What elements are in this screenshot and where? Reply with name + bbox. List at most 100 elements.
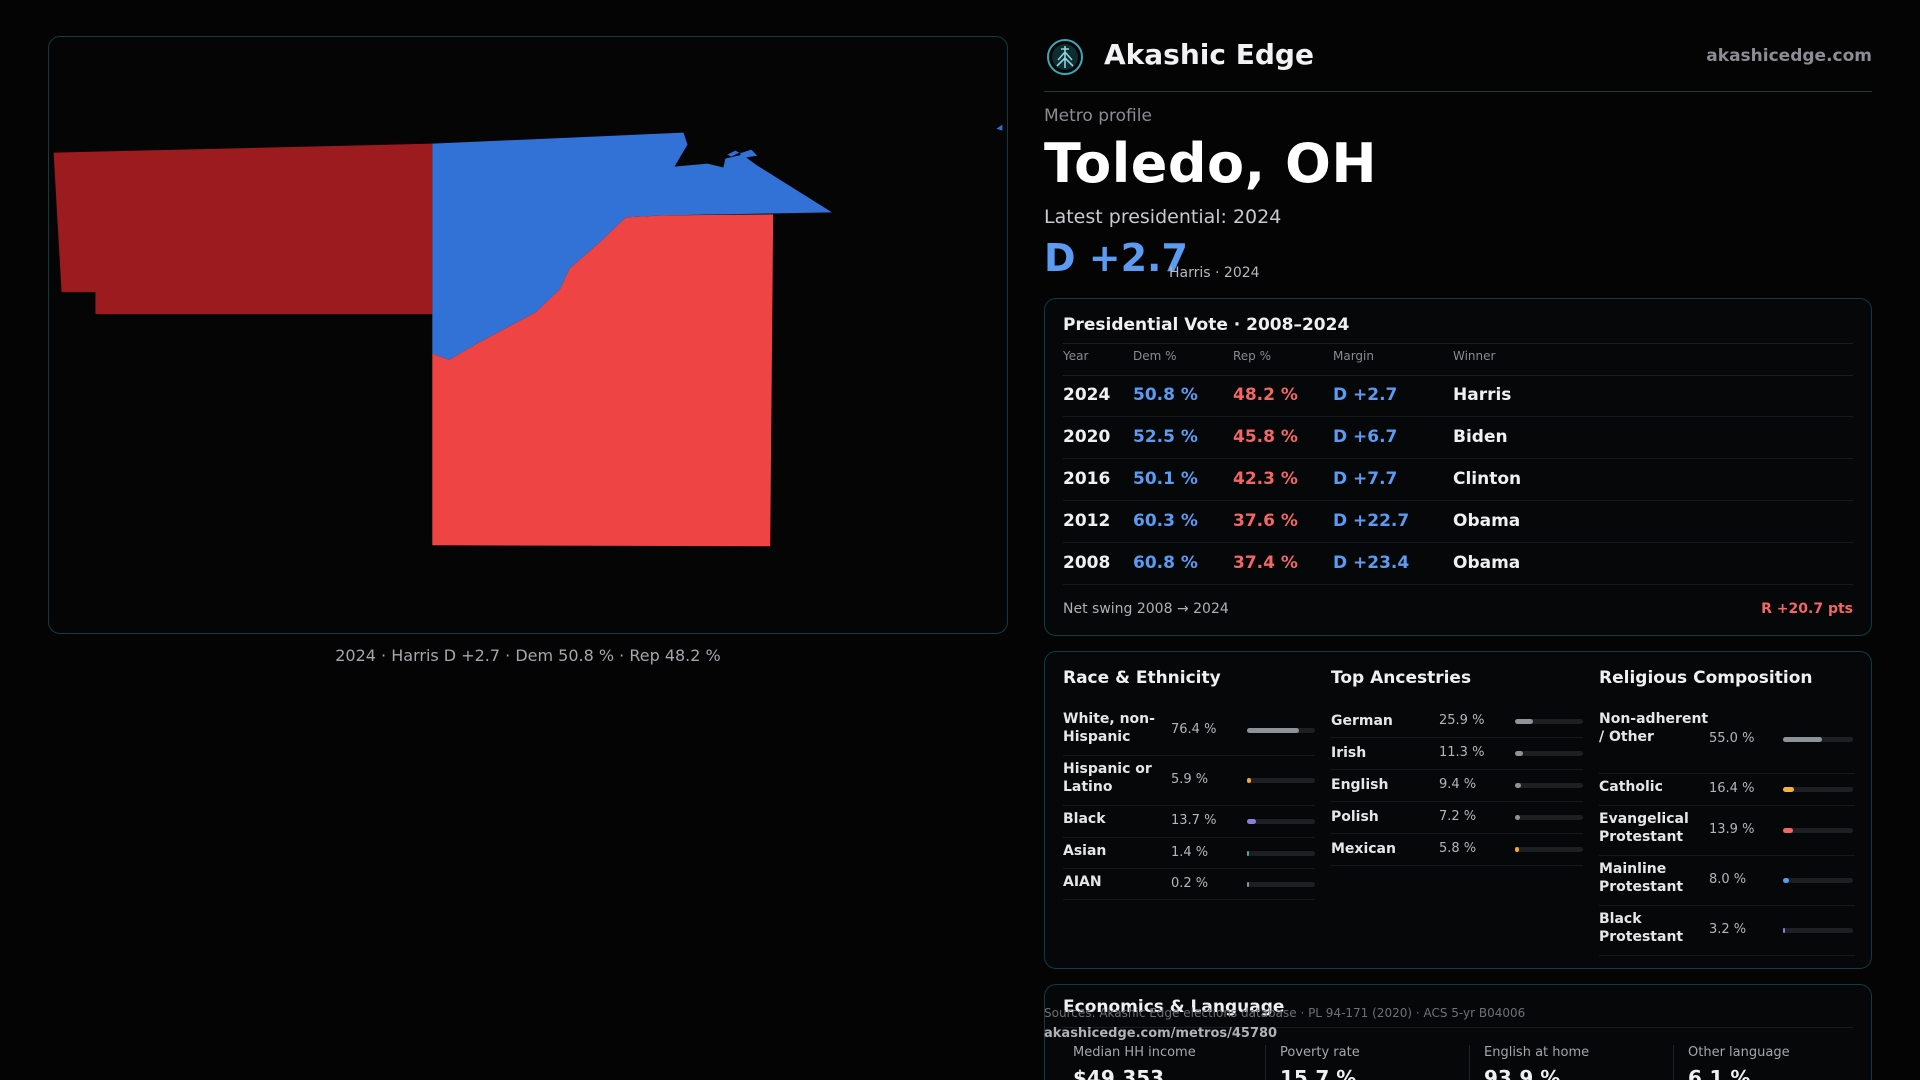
cell-winner: Biden: [1453, 427, 1508, 447]
list-item[interactable]: Catholic 16.4 %: [1599, 774, 1855, 806]
divider: [1063, 1027, 1853, 1028]
table-row[interactable]: 2008 60.8 % 37.4 % D +23.4 Obama: [1063, 543, 1853, 585]
percent-bar: [1247, 819, 1315, 824]
brand-name[interactable]: Akashic Edge: [1104, 38, 1314, 71]
cell-dem: 50.8 %: [1133, 385, 1198, 405]
ancestry-title: Top Ancestries: [1331, 668, 1472, 688]
page-eyebrow: Metro profile: [1044, 106, 1152, 126]
cell-winner: Clinton: [1453, 469, 1522, 489]
percent-bar-fill: [1247, 850, 1249, 856]
latest-margin-subtitle: Harris · 2024: [1169, 265, 1260, 281]
county-lucas[interactable]: [432, 132, 832, 360]
economics-card: Economics & Language Median HH income $4…: [1044, 984, 1872, 1080]
item-label: White, non-Hispanic: [1063, 711, 1155, 745]
item-label: AIAN: [1063, 874, 1102, 890]
site-link[interactable]: akashicedge.com: [1706, 46, 1872, 66]
county-fulton[interactable]: [53, 143, 433, 315]
item-value: 0.2 %: [1171, 875, 1209, 891]
col-header-year: Year: [1063, 349, 1089, 363]
county-lucas-island[interactable]: [727, 150, 740, 157]
percent-bar-fill: [1515, 783, 1522, 788]
table-row[interactable]: 2024 50.8 % 48.2 % D +2.7 Harris: [1063, 375, 1853, 417]
net-swing-label: Net swing 2008 → 2024: [1063, 601, 1229, 617]
cell-margin: D +22.7: [1333, 511, 1410, 531]
cell-winner: Obama: [1453, 553, 1521, 573]
table-row[interactable]: 2016 50.1 % 42.3 % D +7.7 Clinton: [1063, 459, 1853, 501]
cell-winner: Harris: [1453, 385, 1512, 405]
county-lucas-island[interactable]: [996, 124, 1003, 131]
list-item[interactable]: Hispanic or Latino 5.9 %: [1063, 756, 1315, 806]
list-item[interactable]: Evangelical Protestant 13.9 %: [1599, 806, 1855, 856]
item-label: Polish: [1331, 809, 1379, 825]
permalink[interactable]: akashicedge.com/metros/45780: [1044, 1026, 1278, 1041]
cell-dem: 50.1 %: [1133, 469, 1198, 489]
divider: [1063, 343, 1853, 344]
race-column: Race & Ethnicity White, non-Hispanic 76.4…: [1063, 652, 1315, 968]
percent-bar-fill: [1247, 778, 1251, 783]
cell-rep: 37.6 %: [1233, 511, 1298, 531]
cell-margin: D +6.7: [1333, 427, 1398, 447]
stat-label: Poverty rate: [1280, 1045, 1360, 1060]
divider: [1063, 375, 1853, 376]
ancestry-column: Top Ancestries German 25.9 % Irish 11.3 % En…: [1331, 652, 1583, 968]
percent-bar-fill: [1515, 847, 1519, 852]
list-item[interactable]: Irish 11.3 %: [1331, 738, 1583, 770]
religion-column: Religious Composition Non-adherent / Oth…: [1599, 652, 1855, 968]
list-item[interactable]: Black 13.7 %: [1063, 806, 1315, 838]
list-item[interactable]: Mexican 5.8 %: [1331, 834, 1583, 866]
list-item[interactable]: Non-adherent / Other 55.0 %: [1599, 706, 1855, 774]
page-title: Toledo, OH: [1044, 132, 1378, 195]
table-row[interactable]: 2020 52.5 % 45.8 % D +6.7 Biden: [1063, 417, 1853, 459]
cell-year: 2012: [1063, 511, 1111, 531]
item-value: 13.9 %: [1709, 822, 1755, 837]
cell-year: 2016: [1063, 469, 1111, 489]
list-item[interactable]: German 25.9 %: [1331, 706, 1583, 738]
item-label: Evangelical Protestant: [1599, 811, 1689, 845]
item-value: 3.2 %: [1709, 922, 1747, 937]
tree-of-life-icon[interactable]: [1046, 38, 1084, 76]
col-header-winner: Winner: [1453, 349, 1496, 363]
stat-value: 93.9 %: [1484, 1066, 1561, 1080]
map-caption: 2024 · Harris D +2.7 · Dem 50.8 % · Rep …: [335, 646, 721, 665]
stat-english-home: English at home 93.9 %: [1469, 1045, 1659, 1080]
cell-rep: 42.3 %: [1233, 469, 1298, 489]
econ-title: Economics & Language: [1063, 997, 1285, 1017]
item-label: Catholic: [1599, 779, 1663, 795]
list-item[interactable]: AIAN 0.2 %: [1063, 869, 1315, 900]
county-wood[interactable]: [432, 214, 774, 547]
item-label: Mexican: [1331, 841, 1396, 857]
percent-bar: [1247, 881, 1315, 887]
sources-note: Sources: Akashic Edge elections database…: [1044, 1006, 1526, 1020]
county-lucas-island[interactable]: [739, 149, 758, 158]
stat-other-language: Other language 6.1 %: [1673, 1045, 1863, 1080]
item-value: 9.4 %: [1439, 777, 1477, 792]
list-item[interactable]: Asian 1.4 %: [1063, 838, 1315, 869]
item-label: Mainline Protestant: [1599, 861, 1684, 895]
percent-bar: [1783, 878, 1853, 883]
cell-margin: D +2.7: [1333, 385, 1398, 405]
latest-margin: D +2.7: [1044, 236, 1188, 280]
county-map-svg: [53, 124, 1003, 547]
item-value: 11.3 %: [1439, 745, 1485, 760]
percent-bar: [1515, 847, 1583, 852]
latest-election-label: Latest presidential: 2024: [1044, 206, 1282, 228]
presidential-vote-card: Presidential Vote · 2008–2024 Year Dem %…: [1044, 298, 1872, 636]
item-value: 5.9 %: [1171, 772, 1209, 787]
cell-margin: D +7.7: [1333, 469, 1398, 489]
percent-bar-fill: [1783, 737, 1822, 742]
list-item[interactable]: Mainline Protestant 8.0 %: [1599, 856, 1855, 906]
list-item[interactable]: English 9.4 %: [1331, 770, 1583, 802]
list-item[interactable]: Polish 7.2 %: [1331, 802, 1583, 834]
table-row[interactable]: 2012 60.3 % 37.6 % D +22.7 Obama: [1063, 501, 1853, 543]
percent-bar: [1515, 719, 1583, 724]
stat-value: $49,353: [1073, 1066, 1165, 1080]
cell-margin: D +23.4: [1333, 553, 1410, 573]
list-item[interactable]: White, non-Hispanic 76.4 %: [1063, 706, 1315, 756]
percent-bar: [1515, 751, 1583, 756]
percent-bar: [1783, 828, 1853, 833]
stat-label: Median HH income: [1073, 1045, 1196, 1060]
item-value: 1.4 %: [1171, 844, 1209, 860]
percent-bar: [1783, 787, 1853, 792]
county-map[interactable]: [48, 36, 1008, 634]
list-item[interactable]: Black Protestant 3.2 %: [1599, 906, 1855, 956]
